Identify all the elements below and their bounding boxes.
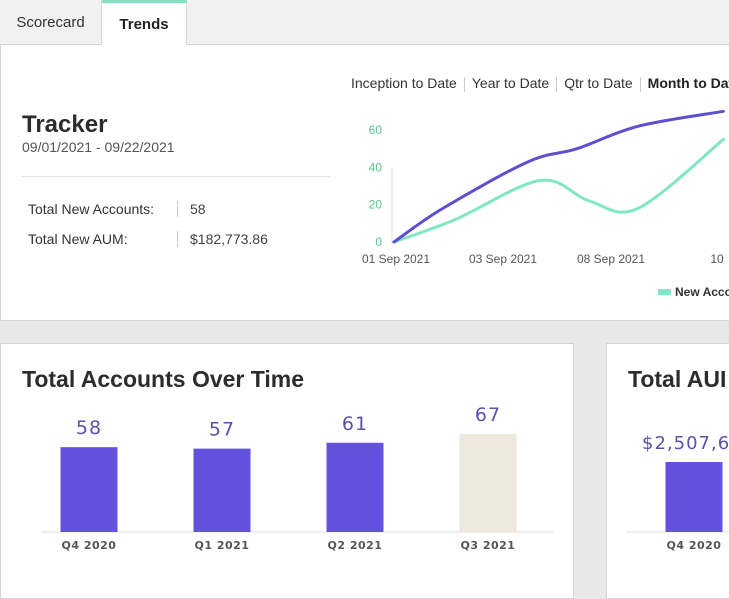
card-title: Total AUI <box>628 366 727 392</box>
bar-category-label: Q1 2021 <box>195 539 250 552</box>
separator <box>177 201 178 217</box>
total-accounts-card: Total Accounts Over Time 58 Q4 2020 57 Q1 2… <box>0 343 574 599</box>
bar-value-label: 67 <box>475 404 501 426</box>
legend-swatch <box>658 289 671 295</box>
stat-label: Total New AUM: <box>28 231 128 247</box>
card-title: Total Accounts Over Time <box>22 366 305 392</box>
bar-q3-2021 <box>459 434 517 532</box>
period-divider <box>556 76 558 92</box>
bar-category-label: Q4 2020 <box>667 539 722 552</box>
trend-line-chart: 0 20 40 60 01 Sep 2021 03 Sep 2021 08 Sep 2021… <box>362 110 729 299</box>
bar-category-label: Q2 2021 <box>328 539 383 552</box>
x-tick-label: 01 Sep 2021 <box>362 252 430 266</box>
period-year-to-date[interactable]: Year to Date <box>471 75 550 91</box>
tab-trends[interactable]: Trends <box>102 0 187 46</box>
divider <box>22 176 331 177</box>
y-tick-label: 0 <box>375 235 382 249</box>
stat-value: 58 <box>190 201 206 217</box>
period-divider <box>463 76 465 92</box>
period-divider <box>639 76 641 92</box>
x-tick-label: 08 Sep 2021 <box>577 252 645 266</box>
bar-q1-2021 <box>193 448 251 532</box>
x-tick-label: 03 Sep 2021 <box>469 252 537 266</box>
separator <box>177 231 178 247</box>
period-month-to-date[interactable]: Month to Date <box>647 75 729 91</box>
bar-q4-2020 <box>665 462 723 532</box>
bar-q2-2021 <box>326 442 384 532</box>
total-aum-card: Total AUI $2,507,64 Q4 2020 <box>606 343 729 599</box>
legend-label: New Accou <box>675 285 729 299</box>
y-tick-label: 40 <box>369 160 383 174</box>
y-tick-label: 20 <box>369 198 383 212</box>
tab-bar: Scorecard Trends <box>0 0 729 46</box>
aum-bar-chart: $2,507,64 Q4 2020 <box>627 433 729 552</box>
x-tick-label: 10 <box>710 252 724 266</box>
bar-q4-2020 <box>60 447 118 532</box>
stat-label: Total New Accounts: <box>28 201 155 217</box>
tab-scorecard[interactable]: Scorecard <box>0 0 102 45</box>
series-line-0 <box>392 137 725 244</box>
bar-value-label: 57 <box>209 419 235 441</box>
bar-value-label: $2,507,64 <box>642 433 729 454</box>
bar-category-label: Q4 2020 <box>62 539 117 552</box>
tracker-date-range: 09/01/2021 - 09/22/2021 <box>22 139 175 155</box>
stat-value: $182,773.86 <box>190 231 268 247</box>
period-selector: Inception to Date Year to Date Qtr to Date… <box>351 75 729 93</box>
accounts-bar-chart: 58 Q4 2020 57 Q1 2021 61 Q2 2021 67 Q3 2021 <box>41 404 553 552</box>
bar-value-label: 61 <box>342 413 368 435</box>
bar-category-label: Q3 2021 <box>461 539 516 552</box>
y-tick-label: 60 <box>369 123 383 137</box>
period-inception-to-date[interactable]: Inception to Date <box>351 75 457 91</box>
period-qtr-to-date[interactable]: Qtr to Date <box>564 75 633 91</box>
tracker-title: Tracker <box>22 111 108 138</box>
series-line-1 <box>392 110 725 244</box>
bar-value-label: 58 <box>76 417 102 439</box>
tracker-card: Tracker 09/01/2021 - 09/22/2021 Total Ne… <box>0 45 729 321</box>
